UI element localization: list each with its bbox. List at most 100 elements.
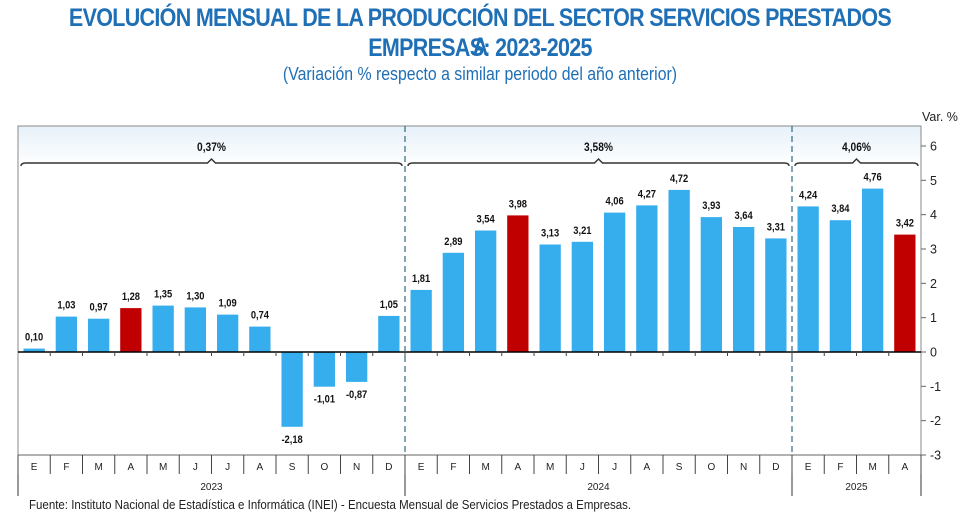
data-label: 1,30: [186, 291, 204, 303]
month-label: A: [644, 462, 651, 473]
data-label: -1,01: [314, 394, 336, 406]
bar[interactable]: [23, 348, 45, 352]
month-label: M: [481, 462, 489, 473]
bar[interactable]: [894, 234, 916, 352]
month-label: M: [868, 462, 876, 473]
summary-band: [18, 126, 921, 166]
group-summary-label: 0,37%: [197, 141, 226, 154]
y-tick-label: 5: [930, 174, 937, 188]
bar[interactable]: [765, 238, 787, 352]
bar[interactable]: [120, 308, 142, 352]
month-label: A: [128, 462, 135, 473]
bar[interactable]: [410, 289, 432, 352]
chart-title-line-2: EMPRESAS: 2023-2025: [368, 34, 592, 62]
data-label: 3,84: [831, 204, 849, 216]
source-note: Fuente: Instituto Nacional de Estadístic…: [29, 498, 632, 512]
month-label: D: [772, 462, 779, 473]
data-label: 4,24: [799, 190, 817, 202]
y-tick-label: 1: [930, 311, 937, 325]
bar[interactable]: [152, 305, 174, 352]
bar[interactable]: [378, 315, 400, 352]
group-summary-label: 4,06%: [842, 141, 871, 154]
y-tick-label: -1: [930, 380, 941, 394]
month-label: M: [94, 462, 102, 473]
data-label: 1,28: [122, 291, 140, 303]
data-label: 0,74: [251, 310, 269, 322]
data-label: 4,76: [864, 172, 882, 184]
month-label: N: [353, 462, 360, 473]
month-label: O: [707, 462, 715, 473]
bar[interactable]: [217, 314, 239, 352]
bar[interactable]: [539, 244, 561, 353]
y-tick-label: 0: [930, 346, 937, 360]
month-label: F: [450, 462, 456, 473]
bar[interactable]: [442, 252, 464, 352]
bar[interactable]: [604, 212, 626, 352]
month-label: E: [805, 462, 812, 473]
data-label: -2,18: [281, 434, 303, 446]
data-label: -0,87: [346, 389, 368, 401]
month-label: F: [63, 462, 69, 473]
bar[interactable]: [249, 326, 271, 352]
data-label: 1,05: [380, 299, 398, 311]
month-label: J: [193, 462, 198, 473]
data-label: 1,35: [154, 289, 172, 301]
month-label: D: [385, 462, 392, 473]
bar[interactable]: [281, 352, 303, 427]
bar[interactable]: [862, 188, 884, 352]
group-brace: [794, 158, 919, 167]
bar[interactable]: [733, 227, 755, 352]
bar[interactable]: [700, 217, 722, 352]
y-tick-label: 2: [930, 277, 937, 291]
bar[interactable]: [636, 205, 658, 352]
bar[interactable]: [475, 230, 497, 353]
data-label: 3,93: [702, 200, 720, 212]
bar[interactable]: [668, 189, 690, 352]
bar-chart: -3 -2 -1 0 1 2 3 4 5 6 0,10 1,03 0,97 1,28 1,35 1,30 1,…: [17, 110, 958, 496]
data-label: 2,89: [444, 236, 462, 248]
bar[interactable]: [346, 352, 368, 382]
data-label: 3,13: [541, 228, 559, 240]
bar[interactable]: [571, 241, 593, 352]
data-label: 3,98: [509, 199, 527, 211]
group-brace: [20, 158, 403, 167]
y-tick-label: -2: [930, 414, 941, 428]
bar[interactable]: [55, 316, 77, 352]
y-tick-label: 3: [930, 243, 937, 257]
data-label: 3,31: [767, 222, 785, 234]
data-label: 1,09: [219, 298, 237, 310]
month-label: E: [418, 462, 425, 473]
year-label: 2024: [587, 482, 610, 493]
month-label: M: [546, 462, 554, 473]
bar[interactable]: [797, 206, 819, 352]
bar[interactable]: [507, 215, 529, 352]
data-label: 4,06: [606, 196, 624, 208]
month-label: A: [257, 462, 264, 473]
month-label: S: [676, 462, 683, 473]
data-label: 4,27: [638, 189, 656, 201]
month-label: S: [289, 462, 296, 473]
month-label: F: [837, 462, 843, 473]
month-label: A: [515, 462, 522, 473]
data-label: 3,21: [573, 225, 591, 237]
data-label: 4,72: [670, 173, 688, 185]
month-label: J: [580, 462, 585, 473]
data-label: 0,10: [25, 332, 43, 344]
data-label: 3,64: [735, 210, 753, 222]
bar[interactable]: [313, 352, 335, 387]
month-label: J: [225, 462, 230, 473]
data-label: 3,42: [896, 218, 914, 230]
group-brace: [407, 158, 790, 167]
group-summary-label: 3,58%: [584, 141, 613, 154]
bar[interactable]: [88, 318, 110, 352]
month-label: M: [159, 462, 167, 473]
data-label: 0,97: [90, 302, 108, 314]
bar[interactable]: [184, 307, 206, 352]
y-tick-label: -3: [930, 449, 941, 463]
year-label: 2023: [200, 482, 223, 493]
y-tick-label: 6: [930, 140, 937, 154]
month-label: E: [31, 462, 38, 473]
y-tick-label: 4: [930, 208, 937, 222]
month-label: N: [740, 462, 747, 473]
bar[interactable]: [829, 220, 851, 352]
